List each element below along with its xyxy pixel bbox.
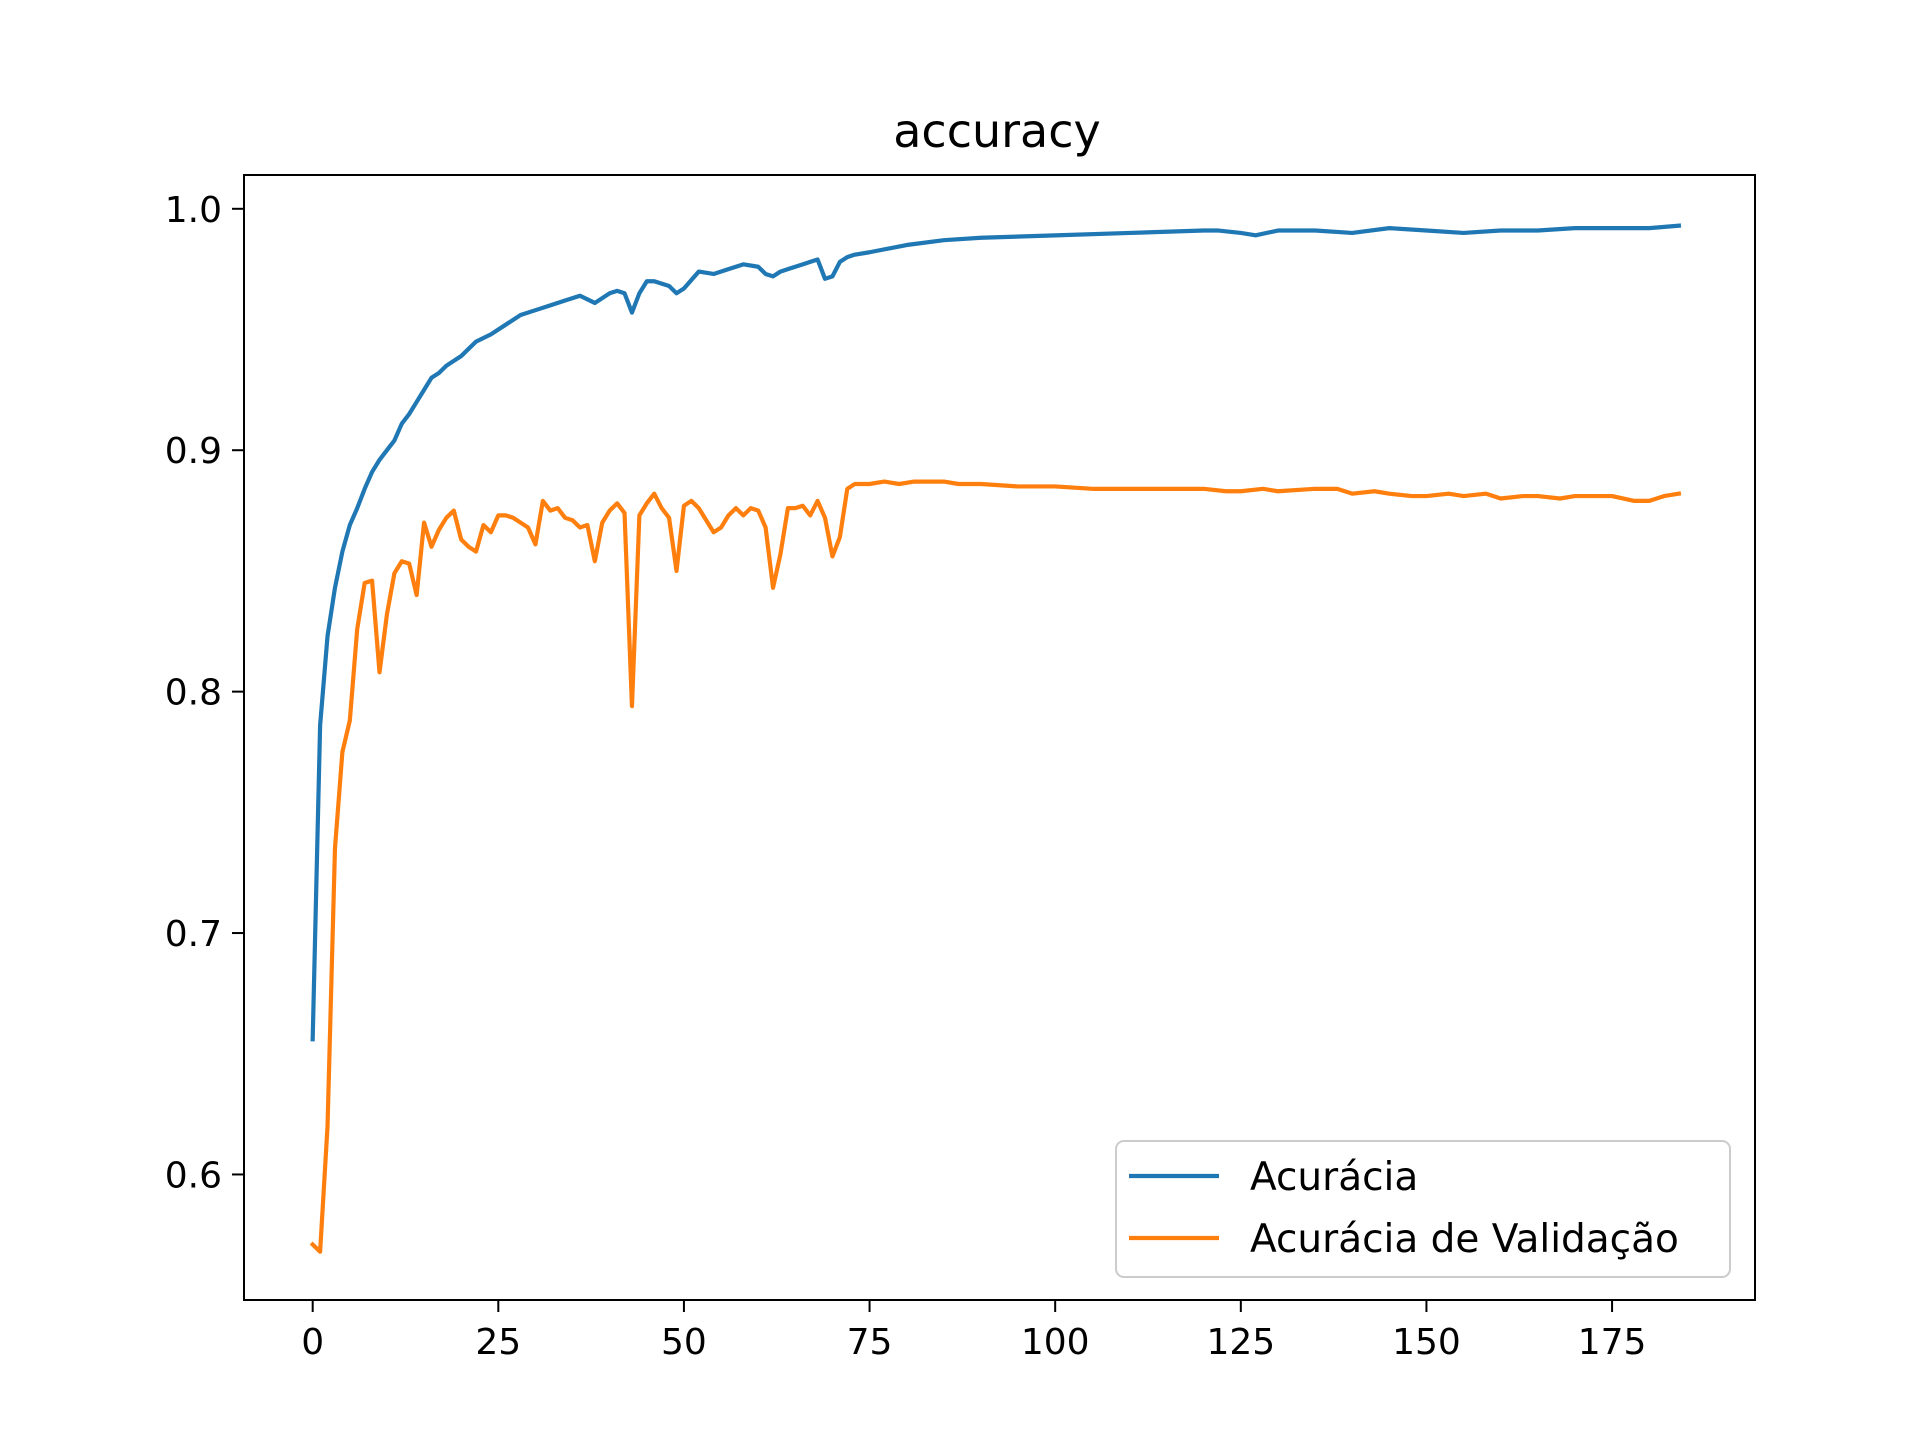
plot-frame bbox=[243, 174, 1756, 1301]
y-tick-label: 1.0 bbox=[165, 190, 222, 231]
chart-title: accuracy bbox=[893, 104, 1101, 158]
series-line-0 bbox=[310, 223, 1682, 1042]
legend: Acurácia Acurácia de Validação bbox=[1115, 1140, 1731, 1278]
x-tick-label: 175 bbox=[1578, 1322, 1647, 1363]
x-tick-label: 50 bbox=[661, 1322, 707, 1363]
x-tick-label: 150 bbox=[1392, 1322, 1461, 1363]
x-tick-label: 0 bbox=[301, 1322, 324, 1363]
y-tick-label: 0.9 bbox=[165, 431, 222, 472]
plot-area: 0 25 50 75 100 125 150 175 0.6 0.7 0.8 0.9 1.0 bbox=[165, 174, 1756, 1363]
x-tick-label: 125 bbox=[1206, 1322, 1275, 1363]
y-tick-label: 0.8 bbox=[165, 673, 222, 714]
y-tick-label: 0.6 bbox=[165, 1155, 222, 1196]
x-tick-label: 100 bbox=[1021, 1322, 1090, 1363]
x-tick-label: 25 bbox=[475, 1322, 521, 1363]
y-tick-label: 0.7 bbox=[165, 914, 222, 955]
legend-box bbox=[1115, 1140, 1731, 1278]
series-line-1 bbox=[309, 479, 1682, 1254]
x-tick-label: 75 bbox=[847, 1322, 893, 1363]
legend-label-1: Acurácia de Validação bbox=[1250, 1217, 1679, 1262]
legend-label-0: Acurácia bbox=[1250, 1155, 1418, 1200]
